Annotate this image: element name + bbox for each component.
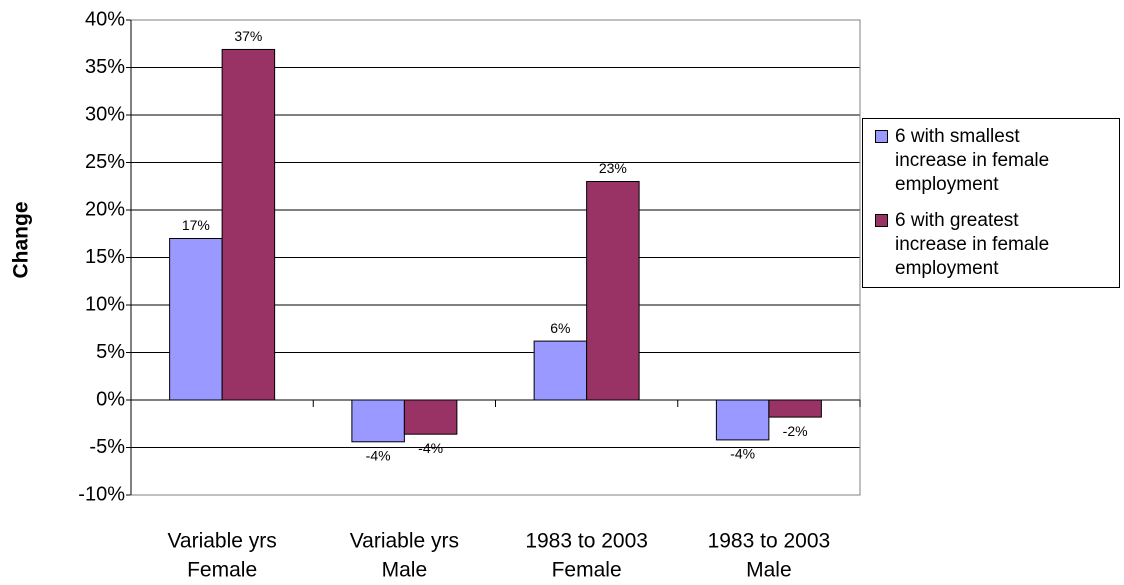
y-tick-label: 0% <box>96 388 125 410</box>
legend-label: 6 with smallest increase in female emplo… <box>895 126 1050 195</box>
value-label: -4% <box>418 440 443 456</box>
value-label: -4% <box>366 448 391 464</box>
bar <box>169 238 223 401</box>
y-tick-label: 30% <box>85 103 125 125</box>
y-tick-label: 5% <box>96 341 125 363</box>
legend-entry: 6 with greatest increase in female emplo… <box>863 209 1085 281</box>
x-tick-label: Male <box>746 559 792 582</box>
x-tick-label: Variable yrs <box>350 530 459 553</box>
x-tick-label: Male <box>382 559 428 582</box>
y-tick-label: -5% <box>89 436 125 458</box>
legend-entry: 6 with smallest increase in female emplo… <box>863 125 1085 197</box>
x-tick-label: Variable yrs <box>167 530 276 553</box>
bar <box>586 181 640 401</box>
x-tick-label: Female <box>552 559 622 582</box>
bar <box>403 399 458 435</box>
legend-label: 6 with greatest increase in female emplo… <box>895 210 1050 279</box>
x-tick-label: Female <box>187 559 257 582</box>
x-tick-label: 1983 to 2003 <box>708 530 831 553</box>
y-tick-label: 25% <box>85 151 125 173</box>
bar <box>351 399 405 443</box>
y-tick-label: 40% <box>85 8 125 30</box>
y-axis-title: Change <box>10 201 33 278</box>
value-label: 37% <box>234 28 262 44</box>
legend: 6 with smallest increase in female emplo… <box>862 118 1120 288</box>
value-label: 23% <box>599 160 627 176</box>
value-label: -4% <box>730 446 755 462</box>
legend-swatch <box>875 214 888 227</box>
bar <box>221 48 276 401</box>
bar <box>768 399 822 418</box>
x-tick-label: 1983 to 2003 <box>525 530 648 553</box>
bar <box>533 340 588 401</box>
value-label: -2% <box>783 423 808 439</box>
value-label: 17% <box>182 217 210 233</box>
y-tick-label: 10% <box>85 293 125 315</box>
value-label: 6% <box>550 320 570 336</box>
y-tick-label: -10% <box>78 483 125 505</box>
y-tick-label: 35% <box>85 56 125 78</box>
legend-swatch <box>875 130 888 143</box>
y-tick-label: 15% <box>85 246 125 268</box>
y-tick-label: 20% <box>85 198 125 220</box>
bar <box>715 399 770 441</box>
